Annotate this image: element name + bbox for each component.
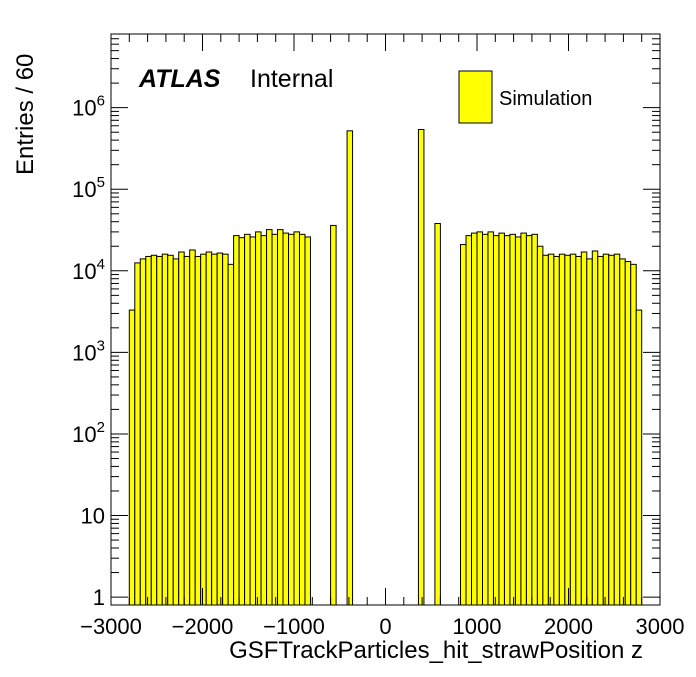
histogram-bin-29	[288, 233, 295, 606]
y-tick-label-5: 105	[72, 174, 105, 202]
histogram-bin-58	[575, 255, 582, 606]
histogram-bin-20	[238, 237, 246, 606]
histogram-bin-38	[465, 235, 473, 606]
histogram-bin-15	[211, 253, 218, 606]
histogram-bin-46	[509, 233, 516, 606]
histogram-bin-64	[608, 254, 615, 606]
legend: Simulation	[458, 70, 592, 124]
atlas-label-status: Internal	[250, 65, 333, 93]
histogram-bin-8	[172, 258, 180, 606]
histogram-bin-41	[481, 233, 489, 606]
histogram-bin-50	[531, 233, 538, 606]
x-tick-labels: −3000 −2000 −1000 0 1000 2000 3000	[80, 614, 684, 639]
histogram-bin-11	[189, 249, 196, 606]
x-axis-title: GSFTrackParticles_hit_strawPosition z	[229, 637, 643, 664]
histogram-bin-31	[298, 233, 306, 606]
y-tick-label-3: 103	[72, 337, 105, 365]
histogram-bin-16	[216, 252, 224, 606]
atlas-label-experiment: ATLAS	[138, 65, 221, 93]
histogram-bin-45	[503, 235, 511, 606]
legend-label-simulation: Simulation	[499, 88, 592, 110]
histogram-bin-63	[602, 253, 610, 606]
y-tick-label-0: 1	[93, 585, 105, 610]
x-tick-label-0: −3000	[80, 614, 142, 639]
histogram-bin-43	[492, 235, 500, 606]
histogram-bin-53	[547, 253, 555, 606]
histogram-bin-33	[330, 224, 337, 606]
histogram-bin-30	[293, 231, 300, 606]
x-tick-label-4: 1000	[453, 614, 502, 639]
histogram-bin-2	[139, 258, 147, 606]
x-tick-label-6: 3000	[636, 614, 685, 639]
histogram-bin-3	[145, 255, 152, 606]
histogram-bin-5	[156, 255, 163, 606]
histogram-bin-12	[194, 255, 202, 606]
histogram-bin-17	[222, 253, 229, 606]
histogram-bin-67	[624, 261, 632, 606]
histogram-bin-28	[282, 232, 290, 606]
histogram-bin-42	[487, 231, 494, 606]
histogram-bin-35	[417, 129, 425, 606]
histogram-bin-48	[520, 232, 527, 606]
histogram-bin-59	[580, 251, 588, 606]
histogram-bin-18	[227, 263, 235, 606]
histogram-bin-39	[471, 232, 478, 606]
histogram-bin-52	[542, 254, 549, 606]
histogram-bin-49	[525, 235, 533, 606]
y-tick-label-1: 10	[81, 504, 105, 529]
histogram-bin-0	[128, 309, 136, 606]
histogram-bin-21	[244, 233, 251, 606]
histogram-bin-24	[260, 235, 268, 606]
x-tick-label-2: −1000	[263, 614, 325, 639]
histogram-bin-61	[591, 250, 599, 606]
histogram-bin-56	[564, 254, 571, 606]
histogram-bin-9	[178, 251, 185, 606]
histogram-bin-4	[150, 254, 158, 606]
histogram-bin-62	[597, 255, 604, 606]
histogram-bin-36	[434, 223, 441, 606]
histogram-bin-37	[460, 244, 467, 606]
histogram-bin-6	[161, 253, 169, 606]
axis-ticks	[110, 34, 661, 605]
y-tick-label-2: 102	[72, 419, 105, 447]
histogram-bin-13	[200, 253, 207, 606]
histogram-bin-51	[536, 245, 544, 606]
histogram-bin-22	[249, 236, 257, 606]
histogram-bin-19	[233, 235, 240, 606]
histogram-bin-54	[553, 255, 560, 606]
histogram-bin-32	[304, 236, 311, 606]
histogram-bin-25	[266, 229, 273, 606]
x-tick-label-5: 2000	[544, 614, 593, 639]
histogram-bin-14	[205, 251, 213, 606]
atlas-label: ATLAS Internal	[138, 65, 333, 93]
histogram-bin-57	[569, 253, 577, 606]
y-axis-title: Entries / 60	[12, 54, 39, 175]
histogram-bin-27	[277, 229, 284, 606]
x-tick-label-1: −2000	[172, 614, 234, 639]
histogram-bin-23	[255, 231, 262, 606]
histogram-bin-7	[167, 254, 174, 606]
y-tick-labels: 1 10 102 103 104 105 106	[72, 93, 105, 610]
histogram-bin-60	[586, 258, 593, 606]
histogram-bin-34	[346, 130, 354, 606]
histogram-bin-10	[183, 255, 191, 606]
histogram-bin-68	[630, 263, 637, 606]
legend-swatch-simulation	[458, 70, 493, 124]
histogram-bin-65	[613, 253, 621, 606]
histogram-bin-40	[476, 231, 483, 606]
histogram-bin-1	[134, 262, 141, 606]
y-tick-label-6: 106	[72, 93, 105, 121]
histogram-bin-66	[619, 258, 626, 606]
histogram-bin-26	[271, 233, 279, 606]
histogram-bin-44	[498, 232, 505, 606]
histogram-bin-69	[635, 309, 643, 606]
x-tick-label-3: 0	[379, 614, 391, 639]
y-tick-label-4: 104	[72, 256, 105, 284]
histogram-bin-55	[558, 253, 566, 606]
histogram-bin-47	[514, 236, 522, 606]
